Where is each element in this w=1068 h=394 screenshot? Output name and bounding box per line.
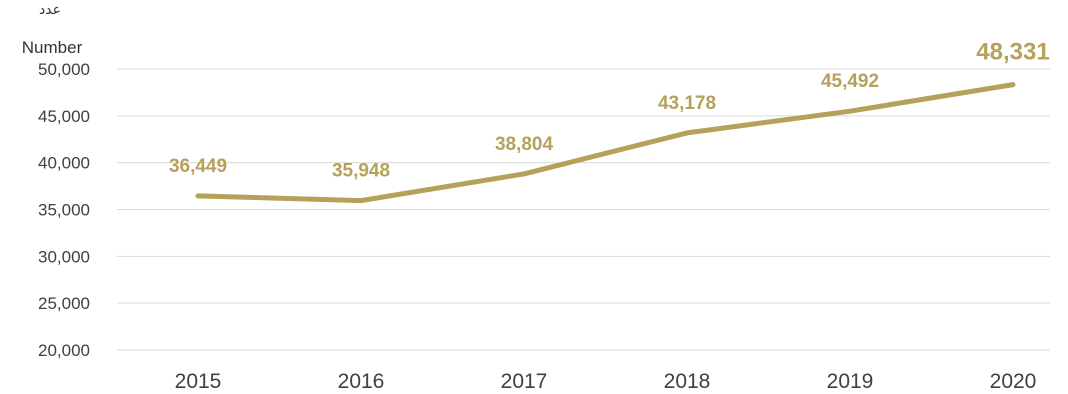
y-tick-label: 50,000 bbox=[38, 60, 90, 79]
data-label: 35,948 bbox=[332, 161, 390, 182]
y-tick-label: 35,000 bbox=[38, 201, 90, 220]
y-axis-unit-english: Number bbox=[21, 38, 83, 57]
x-axis-ticks: 2015 2016 2017 2018 2019 2020 bbox=[175, 370, 1037, 393]
x-tick-label: 2020 bbox=[990, 370, 1037, 393]
x-tick-label: 2019 bbox=[827, 370, 874, 393]
x-tick-label: 2018 bbox=[664, 370, 711, 393]
x-tick-label: 2016 bbox=[338, 370, 385, 393]
data-labels: 36,449 35,948 38,804 43,178 45,492 48,331 bbox=[169, 39, 1050, 182]
y-tick-label: 20,000 bbox=[38, 341, 90, 360]
y-tick-label: 30,000 bbox=[38, 247, 90, 266]
y-tick-label: 40,000 bbox=[38, 154, 90, 173]
y-axis-unit-arabic: عدد bbox=[39, 2, 61, 18]
data-label: 43,178 bbox=[658, 93, 716, 114]
data-label: 48,331 bbox=[976, 39, 1049, 66]
data-label: 38,804 bbox=[495, 134, 554, 155]
gridlines bbox=[117, 68, 1050, 351]
y-tick-label: 25,000 bbox=[38, 294, 90, 313]
x-tick-label: 2015 bbox=[175, 370, 222, 393]
series-line bbox=[195, 82, 1016, 204]
x-tick-label: 2017 bbox=[501, 370, 548, 393]
data-label: 45,492 bbox=[821, 71, 879, 92]
y-axis-ticks: 20,000 25,000 30,000 35,000 40,000 45,000 50,0… bbox=[38, 60, 90, 360]
data-label: 36,449 bbox=[169, 156, 227, 177]
y-tick-label: 45,000 bbox=[38, 107, 90, 126]
